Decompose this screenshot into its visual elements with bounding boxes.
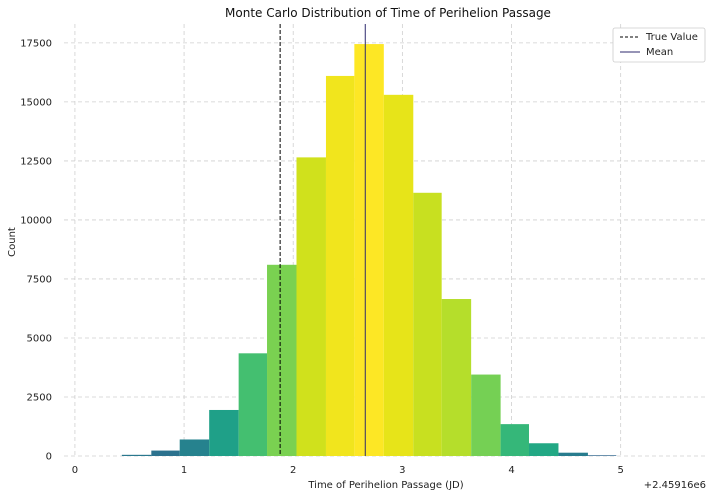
chart-title: Monte Carlo Distribution of Time of Peri… <box>225 6 551 20</box>
histogram-bar <box>238 353 268 456</box>
histogram-bar <box>267 264 297 456</box>
x-tick-label: 4 <box>508 465 514 476</box>
y-tick-label: 17500 <box>20 38 52 49</box>
x-tick-label: 5 <box>617 465 623 476</box>
bars-layer <box>121 44 617 457</box>
y-axis-ticks: 0 2500 5000 7500 10000 12500 15000 17500 <box>20 38 52 462</box>
y-axis-label: Count <box>7 227 18 257</box>
histogram-bar <box>179 439 210 456</box>
y-tick-label: 15000 <box>20 97 52 108</box>
histogram-bar <box>354 44 384 456</box>
x-tick-label: 0 <box>72 465 78 476</box>
histogram-bar <box>151 450 180 456</box>
x-tick-label: 3 <box>399 465 405 476</box>
histogram-bar <box>296 157 326 456</box>
x-axis-ticks: 0 1 2 3 4 5 <box>72 465 624 476</box>
histogram-bar <box>441 299 472 456</box>
y-tick-label: 0 <box>46 452 52 463</box>
x-axis-offset-label: +2.45916e6 <box>644 480 706 491</box>
histogram-bar <box>471 374 501 456</box>
y-tick-label: 5000 <box>27 333 52 344</box>
legend: True Value Mean <box>612 27 706 63</box>
histogram-bar <box>528 443 559 456</box>
histogram-bar <box>121 454 152 456</box>
x-tick-label: 2 <box>290 465 296 476</box>
x-tick-label: 1 <box>181 465 187 476</box>
histogram-bar <box>587 455 617 456</box>
x-axis-label: Time of Perihelion Passage (JD) <box>307 480 463 491</box>
histogram-bar <box>500 424 529 456</box>
legend-label-mean: Mean <box>646 47 673 58</box>
histogram-bar <box>383 94 414 456</box>
y-tick-label: 10000 <box>20 215 52 226</box>
y-tick-label: 2500 <box>27 392 52 403</box>
histogram-bar <box>209 409 239 456</box>
y-tick-label: 12500 <box>20 156 52 167</box>
histogram-bar <box>413 192 442 457</box>
y-tick-label: 7500 <box>27 274 52 285</box>
histogram-bar <box>325 75 355 457</box>
histogram-bar <box>558 452 588 456</box>
reference-lines-layer <box>279 24 366 456</box>
legend-label-true-value: True Value <box>645 32 698 43</box>
